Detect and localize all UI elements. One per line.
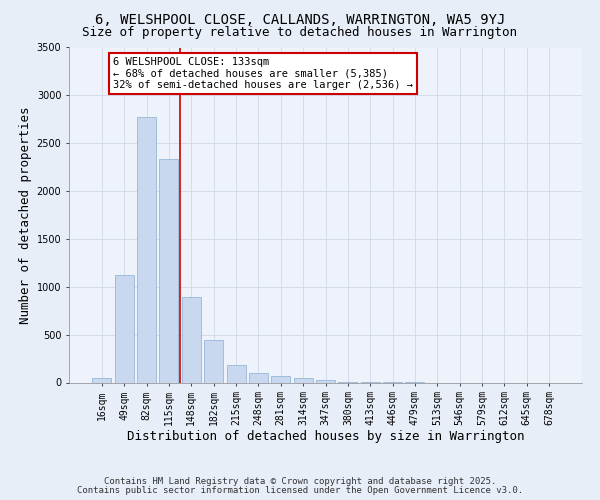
Text: Contains HM Land Registry data © Crown copyright and database right 2025.: Contains HM Land Registry data © Crown c… — [104, 477, 496, 486]
Bar — [92, 378, 112, 382]
Text: Size of property relative to detached houses in Warrington: Size of property relative to detached ho… — [83, 26, 517, 39]
Text: Contains public sector information licensed under the Open Government Licence v3: Contains public sector information licen… — [77, 486, 523, 495]
Y-axis label: Number of detached properties: Number of detached properties — [19, 106, 32, 324]
Bar — [182, 298, 201, 382]
X-axis label: Distribution of detached houses by size in Warrington: Distribution of detached houses by size … — [127, 430, 524, 442]
Bar — [293, 378, 313, 382]
Text: 6, WELSHPOOL CLOSE, CALLANDS, WARRINGTON, WA5 9YJ: 6, WELSHPOOL CLOSE, CALLANDS, WARRINGTON… — [95, 12, 505, 26]
Bar — [316, 380, 335, 382]
Text: 6 WELSHPOOL CLOSE: 133sqm
← 68% of detached houses are smaller (5,385)
32% of se: 6 WELSHPOOL CLOSE: 133sqm ← 68% of detac… — [113, 57, 413, 90]
Bar — [271, 376, 290, 382]
Bar — [227, 365, 245, 382]
Bar — [115, 275, 134, 382]
Bar — [204, 340, 223, 382]
Bar — [249, 373, 268, 382]
Bar — [137, 117, 156, 382]
Bar — [160, 158, 178, 382]
